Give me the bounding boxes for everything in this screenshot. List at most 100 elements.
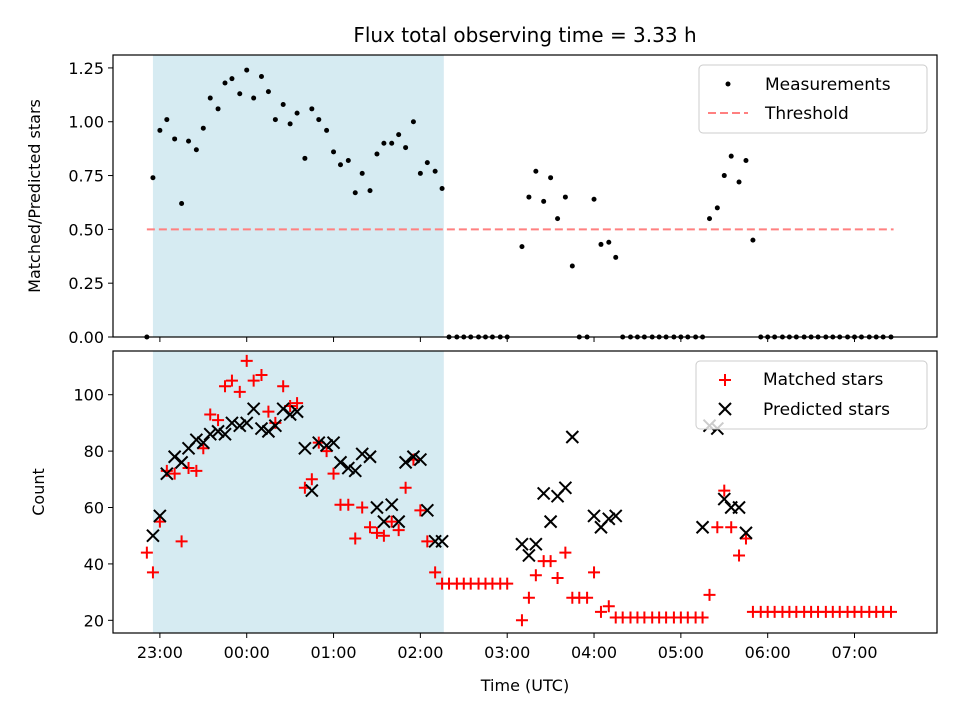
legend-marker-measurements: [725, 81, 731, 87]
matched-stars-point-33: [377, 529, 390, 542]
measurements-point-54: [541, 198, 547, 204]
measurements-point-51: [519, 244, 525, 250]
measurements-point-2: [157, 127, 163, 133]
matched-stars-point-8: [197, 442, 210, 455]
x-tick-label-4: 03:00: [484, 643, 530, 662]
matched-stars-point-15: [247, 374, 260, 387]
predicted-stars-point-52: [609, 509, 623, 523]
matched-stars-point-30: [356, 501, 369, 514]
matched-stars-point-23: [305, 473, 318, 486]
predicted-stars-point-58: [732, 500, 746, 515]
measurements-point-78: [714, 205, 720, 211]
counts-y-tick-label-2: 60: [84, 499, 104, 518]
matched-stars-point-78: [711, 521, 724, 534]
measurements-point-17: [265, 89, 271, 95]
predicted-stars-point-42: [522, 548, 536, 563]
matched-stars-point-35: [392, 524, 405, 537]
x-tick-label-1: 00:00: [224, 643, 270, 662]
matched-stars-point-61: [588, 566, 601, 579]
predicted-stars-point-31: [370, 500, 384, 515]
measurements-point-82: [743, 157, 749, 163]
predicted-stars-point-43: [529, 537, 543, 551]
measurements-point-20: [287, 121, 293, 127]
predicted-stars-point-51: [602, 512, 616, 526]
predicted-stars-point-35: [398, 455, 413, 470]
predicted-stars-point-12: [233, 419, 247, 433]
counts-y-tick-label-3: 80: [84, 442, 104, 461]
matched-stars-point-9: [204, 408, 217, 421]
measurements-point-62: [598, 241, 604, 247]
matched-stars-point-1: [146, 566, 159, 579]
x-axis-label: Time (UTC): [480, 676, 569, 695]
matched-stars-point-81: [733, 549, 746, 562]
x-tick-label-5: 04:00: [571, 643, 617, 662]
measurements-point-41: [439, 185, 445, 191]
matched-stars-point-63: [602, 600, 615, 613]
matched-stars-point-29: [349, 532, 362, 545]
counts-y-tick-label-1: 40: [84, 555, 104, 574]
predicted-stars-point-7: [196, 435, 211, 450]
x-tick-label-3: 02:00: [397, 643, 443, 662]
matched-stars-point-102: [884, 605, 897, 618]
matched-stars-point-11: [219, 380, 232, 393]
predicted-stars-point-38: [420, 503, 435, 518]
ratio-legend-box: [698, 64, 928, 134]
measurements-point-19: [280, 102, 286, 108]
counts-panel: 20 40 60 80 100 23:00 00:00 01:00 02:00 03:00 04:0…: [29, 350, 938, 662]
predicted-stars-point-49: [587, 509, 601, 523]
measurements-point-35: [396, 132, 402, 138]
predicted-stars-point-36: [406, 450, 421, 464]
matched-stars-point-39: [421, 535, 434, 548]
matched-stars-point-28: [342, 498, 355, 511]
observing-span-ratio: [152, 55, 444, 337]
ratio-legend: Measurements Threshold: [698, 64, 928, 134]
measurements-point-3: [164, 117, 170, 123]
matched-stars-point-31: [364, 521, 377, 534]
measurements-point-7: [193, 147, 199, 153]
ratio-panel: 0.00 0.25 0.50 0.75 1.00 1.25 Matched/Predict…: [25, 54, 938, 347]
counts-panel-frame: [112, 350, 938, 634]
matched-stars-point-32: [370, 526, 383, 539]
matched-stars-point-21: [291, 397, 304, 410]
predicted-stars-point-9: [211, 424, 225, 439]
predicted-stars-point-23: [312, 435, 326, 450]
measurements-point-4: [172, 136, 178, 142]
predicted-stars-point-30: [363, 450, 377, 464]
predicted-stars-point-4: [174, 455, 189, 470]
ratio-y-tick-label-3: 0.75: [68, 167, 104, 186]
measurements-point-83: [750, 237, 756, 243]
measurements-point-57: [562, 194, 568, 200]
predicted-stars-point-47: [558, 481, 573, 495]
matched-stars-point-82: [739, 532, 752, 545]
predicted-stars-point-44: [536, 486, 551, 501]
predicted-stars-point-53: [695, 520, 710, 534]
predicted-stars-point-22: [305, 483, 319, 498]
legend-marker-predicted: [718, 402, 732, 416]
ratio-y-tick-label-0: 0.00: [68, 328, 104, 347]
predicted-stars-point-28: [348, 464, 362, 478]
measurements-point-9: [207, 95, 213, 101]
predicted-stars-point-19: [283, 407, 297, 422]
matched-stars-point-0: [140, 546, 153, 559]
measurements-point-40: [432, 168, 438, 174]
measurements-point-14: [244, 67, 250, 73]
ratio-y-tick-label-1: 0.25: [68, 274, 104, 293]
predicted-stars-point-0: [146, 529, 160, 543]
measurements-point-25: [324, 127, 330, 133]
measurements-point-6: [186, 138, 192, 144]
counts-legend-box: [695, 360, 928, 430]
matched-stars-point-19: [277, 380, 290, 393]
measurements-point-10: [215, 106, 221, 112]
measurements-point-21: [294, 110, 300, 116]
predicted-stars-point-34: [391, 514, 406, 529]
matched-stars-point-36: [399, 481, 412, 494]
measurements-point-23: [309, 106, 315, 112]
measurements-point-38: [417, 170, 423, 176]
measurements-point-77: [707, 216, 713, 222]
predicted-stars-point-33: [385, 497, 399, 512]
x-tick-label-0: 23:00: [137, 643, 183, 662]
legend-marker-matched: [719, 374, 731, 386]
matched-stars-point-5: [175, 535, 188, 548]
predicted-stars-point-45: [543, 514, 558, 529]
